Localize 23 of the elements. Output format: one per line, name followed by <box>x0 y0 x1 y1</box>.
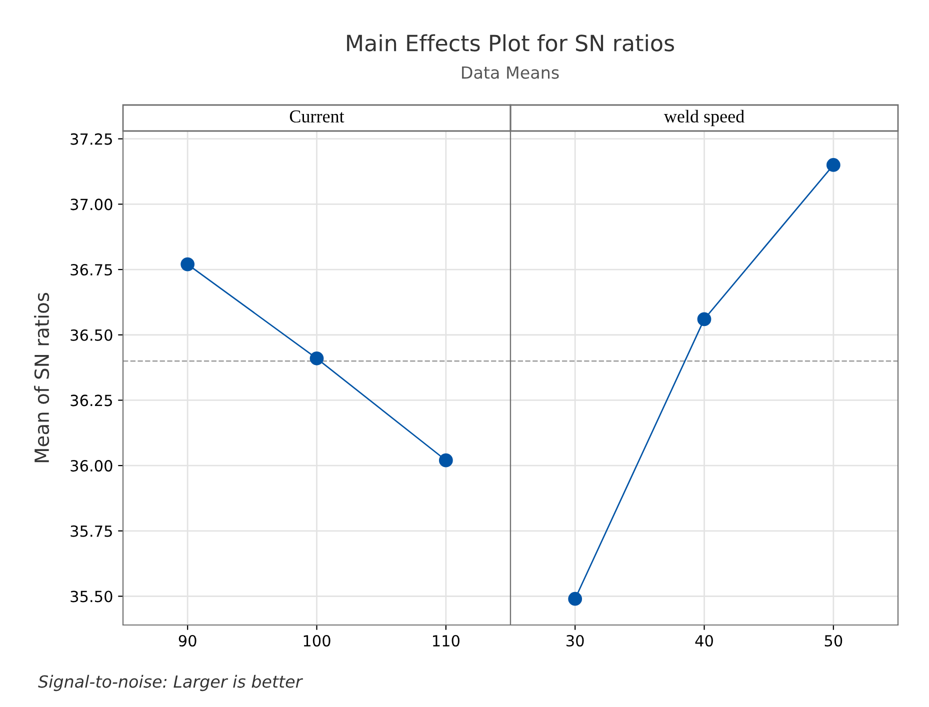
text: Main Effects Plot for SN ratios <box>347 34 674 52</box>
x-tick-label: 90 <box>178 634 196 647</box>
x-tick-label: 100 <box>304 634 330 647</box>
chart-title: Current <box>290 110 344 123</box>
x-tick-label: 40 <box>695 634 713 647</box>
chart-title: weld speed <box>664 110 744 126</box>
point <box>310 351 324 366</box>
y-tick-label: 36.25 <box>70 394 112 406</box>
y-tick-label: 35.75 <box>70 525 112 537</box>
y-tick-label: 36.50 <box>70 329 112 341</box>
text: Signal-to-noise: Larger is better <box>38 674 304 692</box>
point <box>438 453 453 468</box>
y-tick-label: 36.75 <box>70 264 112 276</box>
x-tick-label: 50 <box>824 634 842 647</box>
y-tick-label: 37.25 <box>70 133 112 145</box>
x-tick-label: 30 <box>566 634 584 647</box>
x-tick-label: 110 <box>433 634 460 647</box>
y-tick-label: 35.50 <box>70 590 112 602</box>
point <box>180 257 195 272</box>
y-tick-label: 37.00 <box>70 198 112 210</box>
text: Data Means <box>462 66 559 79</box>
y-tick-label: 36.00 <box>70 460 112 472</box>
y-axis-title: Mean of SN ratios <box>34 292 50 462</box>
